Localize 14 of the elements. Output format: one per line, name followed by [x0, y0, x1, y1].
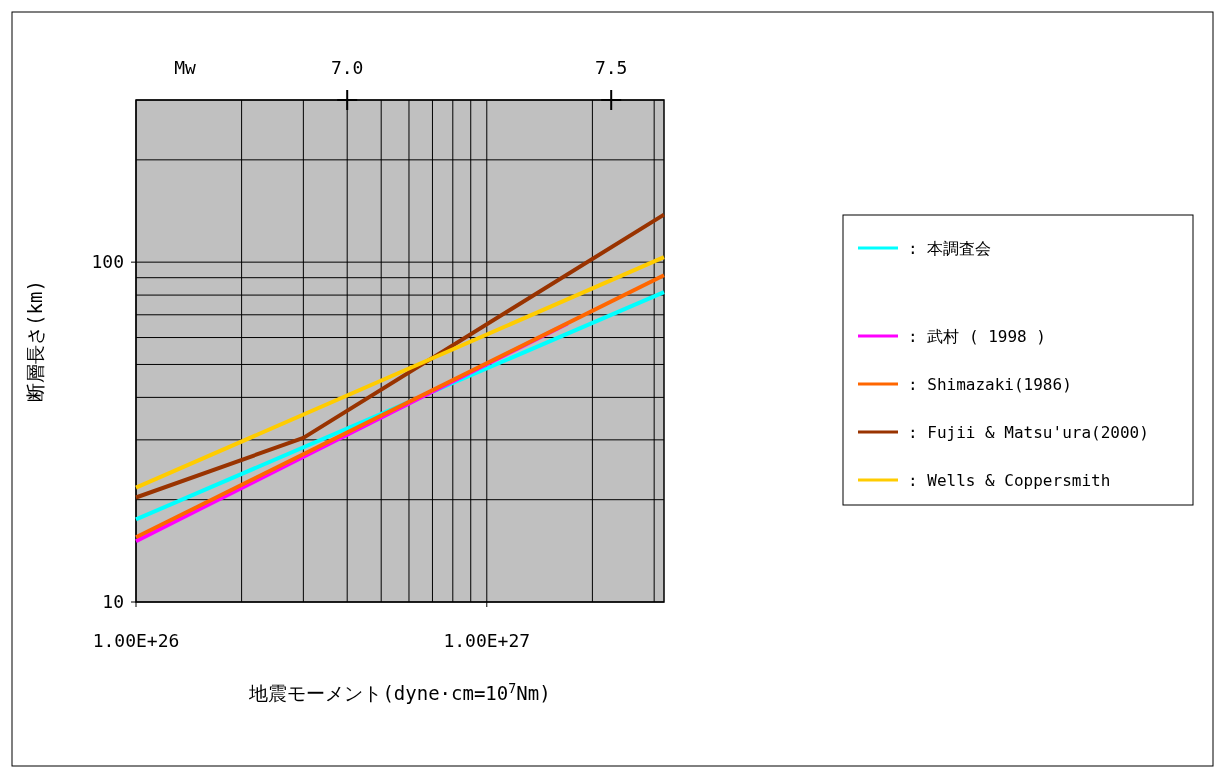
legend-label: : 本調査会: [908, 239, 992, 258]
y-axis-title: 断層長さ(km): [24, 280, 46, 402]
x2-tick-label: 7.5: [594, 57, 628, 78]
x2-tick-label: 7.0: [330, 57, 364, 78]
x-axis-title: 地震モーメント(dyne·cm=10$^{7}$Nm): [248, 680, 551, 704]
y-tick-label: 100: [91, 251, 124, 273]
x-tick-label: 1.00E+27: [443, 630, 531, 651]
y-tick-label: 10: [102, 591, 124, 612]
legend-label: : Fujii & Matsu'ura(2000): [908, 423, 1149, 442]
x-tick-label: 1.00E+26: [92, 630, 180, 651]
x2-axis-title: Mw: [174, 57, 196, 78]
legend-label: : 武村 ( 1998 ): [908, 327, 1046, 346]
legend-label: : Wells & Coppersmith: [908, 471, 1111, 490]
legend-label: : Shimazaki(1986): [908, 375, 1072, 394]
